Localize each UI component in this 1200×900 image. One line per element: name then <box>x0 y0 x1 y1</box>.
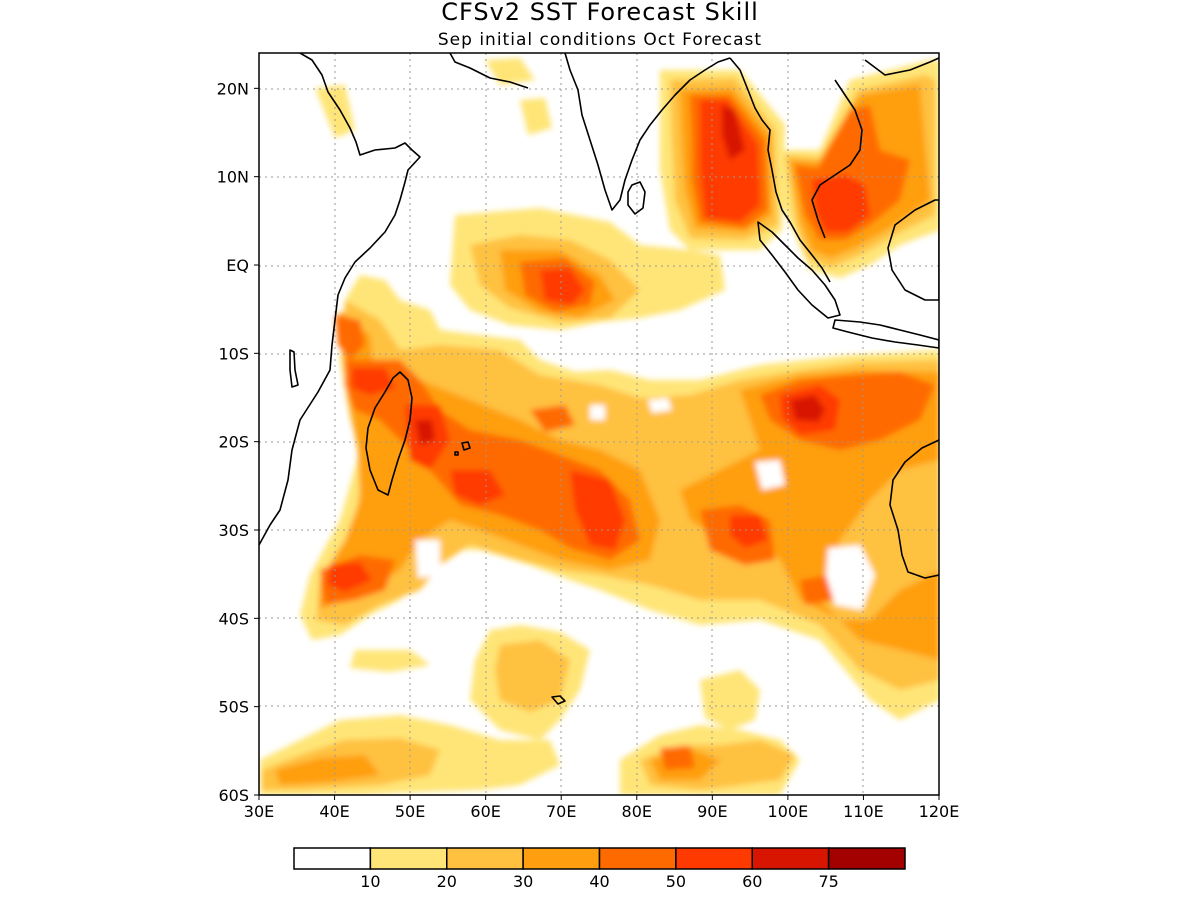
colorbar-label: 30 <box>513 872 533 891</box>
chart-subtitle: Sep initial conditions Oct Forecast <box>438 30 762 50</box>
colorbar-swatch <box>522 847 601 870</box>
lon-tick-label: 110E <box>843 802 884 821</box>
madagascar <box>365 371 413 496</box>
colorbar-swatch <box>293 847 372 870</box>
skill-contours <box>260 58 939 795</box>
colorbar-swatch <box>751 847 830 870</box>
coastlines <box>259 53 939 705</box>
map-gridlines <box>259 53 939 795</box>
indochina-coast <box>811 79 863 239</box>
borneo <box>887 199 939 301</box>
kerguelen-island <box>551 695 566 705</box>
contour-level-50 <box>328 100 870 592</box>
comoros <box>289 349 299 388</box>
lon-tick-label: 40E <box>319 802 349 821</box>
map-frame <box>258 52 940 796</box>
colorbar-swatch <box>369 847 448 870</box>
java <box>832 319 939 349</box>
lat-tick-labels: 20N 10N EQ 10S 20S 30S 40S 50S 60S <box>217 79 259 805</box>
lat-tick-label: 10N <box>217 168 249 187</box>
sumatra <box>757 221 841 319</box>
lat-tick-label: 30S <box>218 521 249 540</box>
arabian-peninsula-coast <box>449 53 529 89</box>
chart-title: CFSv2 SST Forecast Skill <box>441 0 759 26</box>
colorbar-label: 40 <box>589 872 609 891</box>
africa-arabia-coastline <box>259 53 421 546</box>
lat-tick-label: 60S <box>218 786 249 805</box>
colorbar-label: 60 <box>742 872 762 891</box>
colorbar-label: 10 <box>360 872 380 891</box>
lon-tick-label: 30E <box>244 802 274 821</box>
lon-tick-label: 80E <box>622 802 652 821</box>
india-coastline <box>564 53 731 211</box>
bay-bengal-east-coast <box>729 57 831 283</box>
lon-tick-label: 70E <box>546 802 576 821</box>
map-panel <box>258 52 940 796</box>
lat-tick-label: 20N <box>217 79 249 98</box>
colorbar-label: 50 <box>666 872 686 891</box>
lon-tick-label: 120E <box>919 802 960 821</box>
australia-west-coast <box>889 439 939 579</box>
colorbar-swatch <box>446 847 524 870</box>
lat-tick-label: EQ <box>226 256 249 275</box>
lon-tick-label: 100E <box>768 802 809 821</box>
lon-tick-label: 90E <box>697 802 727 821</box>
lon-tick-labels: 30E 40E 50E 60E 70E 80E 90E 100E 110E 120E <box>244 795 960 821</box>
colorbar-swatch <box>598 847 677 870</box>
lat-tick-label: 20S <box>218 433 249 452</box>
colorbar-swatch <box>827 847 906 870</box>
colorbar-swatch <box>675 847 753 870</box>
lat-tick-label: 10S <box>218 344 249 363</box>
china-coast <box>864 57 939 76</box>
colorbar-label: 75 <box>818 872 838 891</box>
lon-tick-label: 50E <box>395 802 425 821</box>
contour-level-60 <box>415 105 825 445</box>
lon-tick-label: 60E <box>470 802 500 821</box>
lat-tick-label: 40S <box>218 609 249 628</box>
mascarene-islands <box>454 441 471 456</box>
colorbar-label: 20 <box>437 872 457 891</box>
colorbar: 10 20 30 40 50 60 75 <box>293 847 906 891</box>
lat-tick-label: 50S <box>218 698 249 717</box>
sri-lanka <box>627 181 646 215</box>
